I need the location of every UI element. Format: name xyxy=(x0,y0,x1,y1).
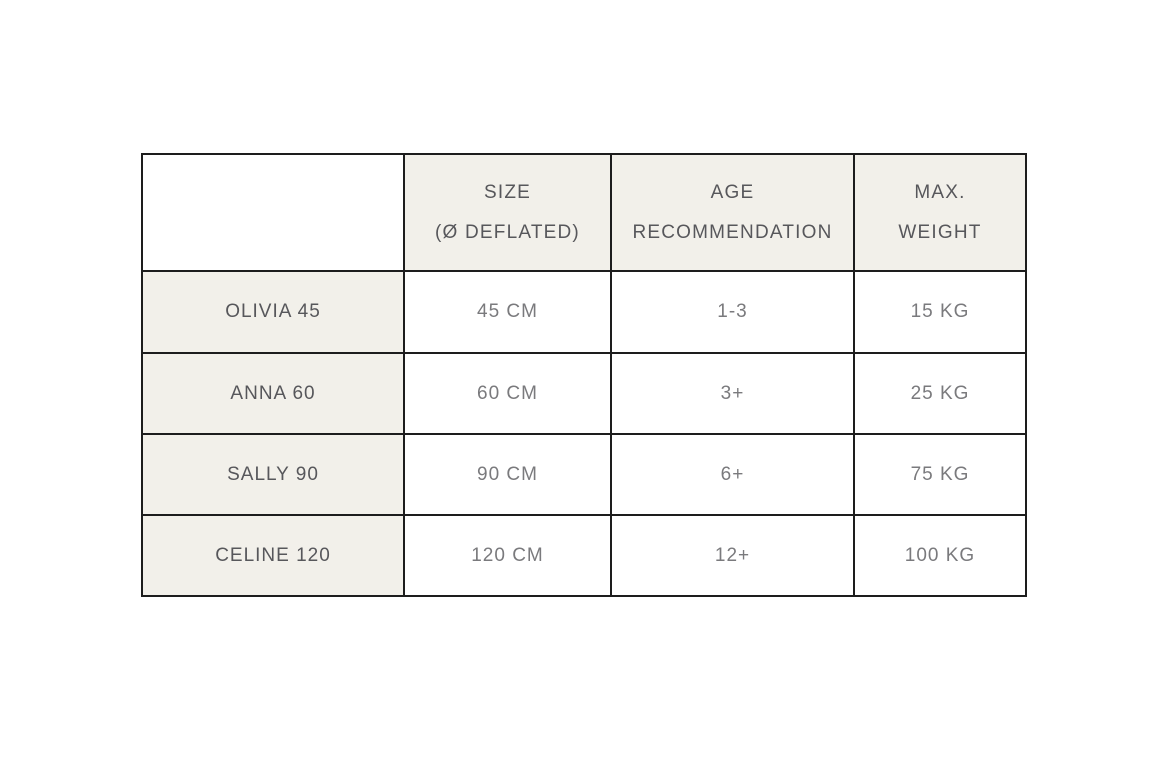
column-header-age-line2: RECOMMENDATION xyxy=(632,221,833,243)
size-value: 90 CM xyxy=(405,435,610,514)
row-label-sally-90: SALLY 90 xyxy=(143,435,403,514)
row-label-celine-120: CELINE 120 xyxy=(143,516,403,595)
weight-value: 100 KG xyxy=(855,516,1025,595)
weight-value: 15 KG xyxy=(855,272,1025,352)
size-value: 120 CM xyxy=(405,516,610,595)
column-header-age: AGE RECOMMENDATION xyxy=(612,155,853,270)
age-value: 6+ xyxy=(612,435,853,514)
weight-value: 25 KG xyxy=(855,354,1025,433)
row-label-anna-60: ANNA 60 xyxy=(143,354,403,433)
product-size-table: SIZE (Ø DEFLATED) AGE RECOMMENDATION MAX… xyxy=(141,153,1027,597)
row-label-olivia-45: OLIVIA 45 xyxy=(143,272,403,352)
column-header-max-weight: MAX. WEIGHT xyxy=(855,155,1025,270)
column-header-size-line2: (Ø DEFLATED) xyxy=(435,221,580,243)
weight-value: 75 KG xyxy=(855,435,1025,514)
column-header-age-line1: AGE xyxy=(710,181,755,203)
column-header-size: SIZE (Ø DEFLATED) xyxy=(405,155,610,270)
age-value: 3+ xyxy=(612,354,853,433)
column-header-max-weight-line1: MAX. xyxy=(914,181,966,203)
size-value: 45 CM xyxy=(405,272,610,352)
column-header-size-line1: SIZE xyxy=(483,181,532,203)
age-value: 1-3 xyxy=(612,272,853,352)
size-value: 60 CM xyxy=(405,354,610,433)
age-value: 12+ xyxy=(612,516,853,595)
corner-cell xyxy=(143,155,403,270)
column-header-max-weight-line2: WEIGHT xyxy=(898,221,982,243)
